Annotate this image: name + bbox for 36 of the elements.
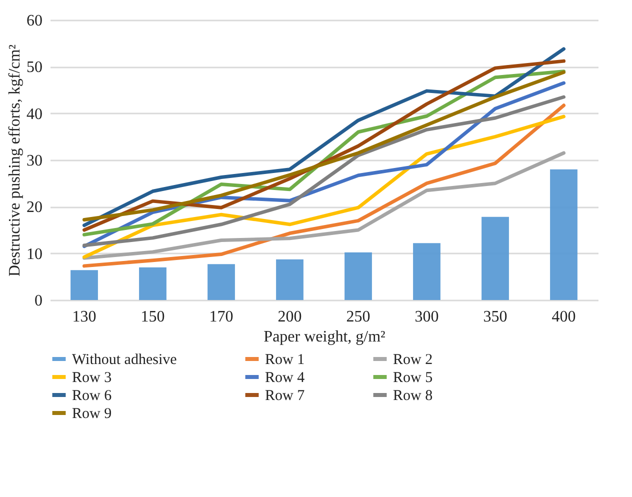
bar (276, 259, 304, 300)
legend-label: Row 4 (265, 370, 306, 386)
x-tick-label: 300 (414, 308, 439, 326)
legend-label: Without adhesive (72, 352, 178, 368)
legend-label: Row 5 (393, 370, 433, 386)
y-tick-label: 40 (26, 106, 42, 123)
y-tick-label: 30 (26, 152, 42, 170)
y-axis-title: Destructive pushing efforts, kgf/cm² (6, 44, 24, 277)
bar (413, 243, 440, 300)
bar (344, 252, 372, 300)
x-tick-label: 350 (483, 308, 508, 326)
legend-label: Row 7 (265, 388, 306, 404)
y-tick-label: 10 (26, 246, 42, 263)
bar (208, 264, 235, 300)
x-tick-label: 200 (278, 308, 302, 326)
y-tick-label: 20 (26, 199, 42, 216)
bar (70, 270, 98, 300)
legend-label: Row 6 (72, 388, 112, 404)
legend-label: Row 9 (72, 406, 112, 422)
x-tick-label: 130 (72, 308, 96, 326)
bar (482, 216, 509, 300)
legend-label: Row 2 (393, 352, 433, 368)
line-series (82, 151, 566, 260)
legend-label: Row 8 (393, 388, 433, 404)
y-tick-label: 60 (26, 12, 42, 30)
y-tick-label: 50 (26, 59, 42, 76)
y-tick-label: 0 (34, 292, 42, 310)
bar (550, 169, 578, 300)
bar (139, 267, 166, 300)
x-axis-title: Paper weight, g/m² (264, 328, 386, 346)
x-tick-label: 170 (209, 308, 234, 326)
x-tick-label: 400 (552, 308, 576, 326)
x-tick-label: 250 (346, 308, 370, 326)
x-tick-label: 150 (140, 308, 165, 326)
legend-label: Row 3 (72, 370, 112, 386)
legend-label: Row 1 (265, 352, 305, 368)
